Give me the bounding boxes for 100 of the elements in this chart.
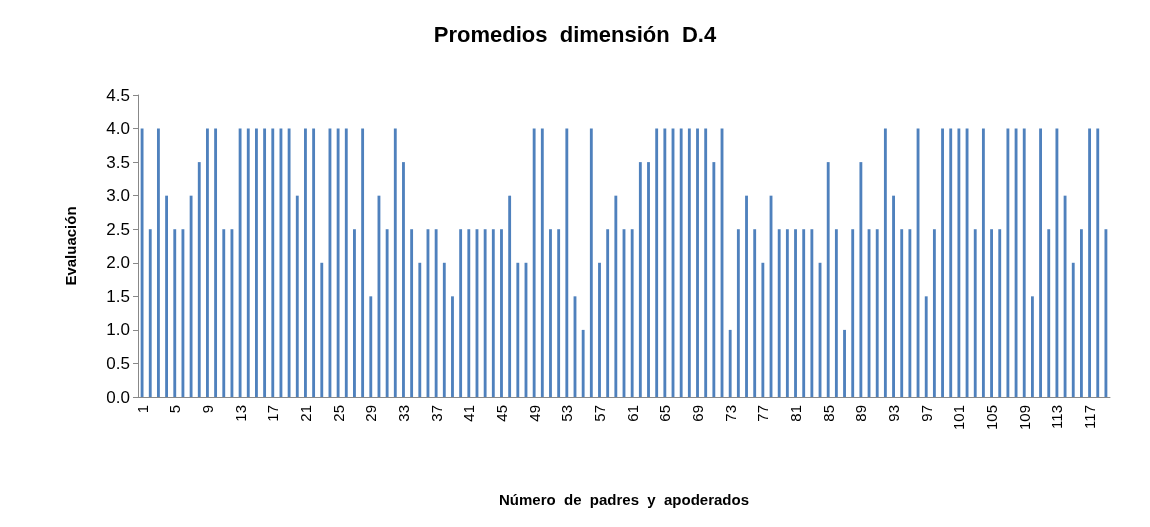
- bar: [908, 229, 912, 397]
- bar: [508, 195, 512, 397]
- bar: [1039, 128, 1042, 397]
- bar: [304, 128, 307, 397]
- bar: [197, 162, 201, 397]
- bar: [532, 128, 536, 397]
- bar: [165, 195, 169, 397]
- bar: [949, 128, 953, 397]
- bar: [924, 296, 928, 397]
- x-tick-label: 29: [362, 405, 380, 422]
- y-tick-label: 2.5: [106, 219, 130, 239]
- x-tick-label: 81: [787, 405, 805, 422]
- bar: [753, 229, 757, 397]
- x-tick-label: 117: [1081, 405, 1099, 429]
- bar: [353, 229, 356, 397]
- bar: [802, 229, 806, 397]
- bar: [459, 229, 463, 397]
- bar: [238, 128, 242, 397]
- x-tick-label: 89: [852, 405, 870, 422]
- y-tick-label: 0.0: [106, 387, 130, 407]
- y-tick-label: 2.0: [106, 253, 130, 273]
- bar: [320, 262, 324, 397]
- bar: [336, 128, 340, 397]
- bar: [549, 229, 552, 397]
- bar: [606, 229, 610, 397]
- bar: [1071, 262, 1075, 397]
- chart-title: Promedios dimensión D.4: [433, 21, 717, 47]
- x-tick-label: 113: [1048, 405, 1066, 429]
- bar: [434, 229, 438, 397]
- bar: [189, 195, 193, 397]
- bar: [777, 229, 781, 397]
- x-tick-label: 101: [950, 405, 968, 431]
- bar: [271, 128, 275, 397]
- y-tick-label: 0.5: [106, 353, 130, 373]
- x-tick-label: 109: [1015, 405, 1033, 431]
- x-tick-label: 53: [558, 405, 576, 422]
- y-tick-label: 4.0: [106, 119, 130, 139]
- bar: [941, 128, 944, 397]
- bar: [875, 229, 879, 397]
- bar: [500, 229, 503, 397]
- bar: [1088, 128, 1092, 397]
- bar: [932, 229, 936, 397]
- x-tick-label: 77: [754, 405, 772, 422]
- bar: [181, 229, 185, 397]
- bar: [393, 128, 397, 397]
- bar: [442, 262, 446, 397]
- x-tick-label: 21: [296, 405, 314, 422]
- bar: [696, 128, 699, 397]
- bar: [1063, 195, 1067, 397]
- x-tick-label: 61: [623, 405, 641, 422]
- bar: [761, 262, 765, 397]
- x-tick-label: 37: [427, 405, 445, 422]
- bar: [402, 162, 405, 397]
- bar: [851, 229, 855, 397]
- bar: [483, 229, 487, 397]
- bar: [255, 128, 258, 397]
- x-axis-title: Número de padres y apoderados: [498, 491, 750, 508]
- y-tick-label: 3.0: [106, 186, 130, 206]
- bar: [883, 128, 887, 397]
- bar: [1055, 128, 1059, 397]
- bar: [491, 229, 495, 397]
- bar: [140, 128, 144, 397]
- x-tick-label: 69: [689, 405, 707, 422]
- bar: [745, 195, 748, 397]
- bar: [246, 128, 250, 397]
- x-tick-label: 5: [166, 405, 184, 414]
- x-tick-label: 93: [885, 405, 903, 422]
- bar: [312, 128, 316, 397]
- x-tick-label: 73: [721, 405, 739, 422]
- bar: [892, 195, 895, 397]
- bar: [173, 229, 177, 397]
- bar: [214, 128, 218, 397]
- bar: [785, 229, 789, 397]
- bar: [679, 128, 683, 397]
- bar: [834, 229, 838, 397]
- bar: [467, 229, 471, 397]
- bar: [418, 262, 422, 397]
- bar: [295, 195, 299, 397]
- bar: [1022, 128, 1026, 397]
- bar: [361, 128, 365, 397]
- bar: [614, 195, 618, 397]
- bar: [728, 329, 732, 397]
- bar: [206, 128, 209, 397]
- bar: [385, 229, 389, 397]
- bar: [1079, 229, 1083, 397]
- bar: [998, 229, 1002, 397]
- bar: [712, 162, 716, 397]
- bar: [655, 128, 659, 397]
- bar: [859, 162, 863, 397]
- x-tick-label: 97: [917, 405, 935, 422]
- bar: [704, 128, 708, 397]
- bar: [1096, 128, 1100, 397]
- bar: [630, 229, 634, 397]
- bar: [287, 128, 291, 397]
- bar: [540, 128, 544, 397]
- x-tick-label: 9: [198, 405, 216, 414]
- bar: [826, 162, 830, 397]
- bar: [589, 128, 593, 397]
- bar: [990, 229, 993, 397]
- bar: [810, 229, 814, 397]
